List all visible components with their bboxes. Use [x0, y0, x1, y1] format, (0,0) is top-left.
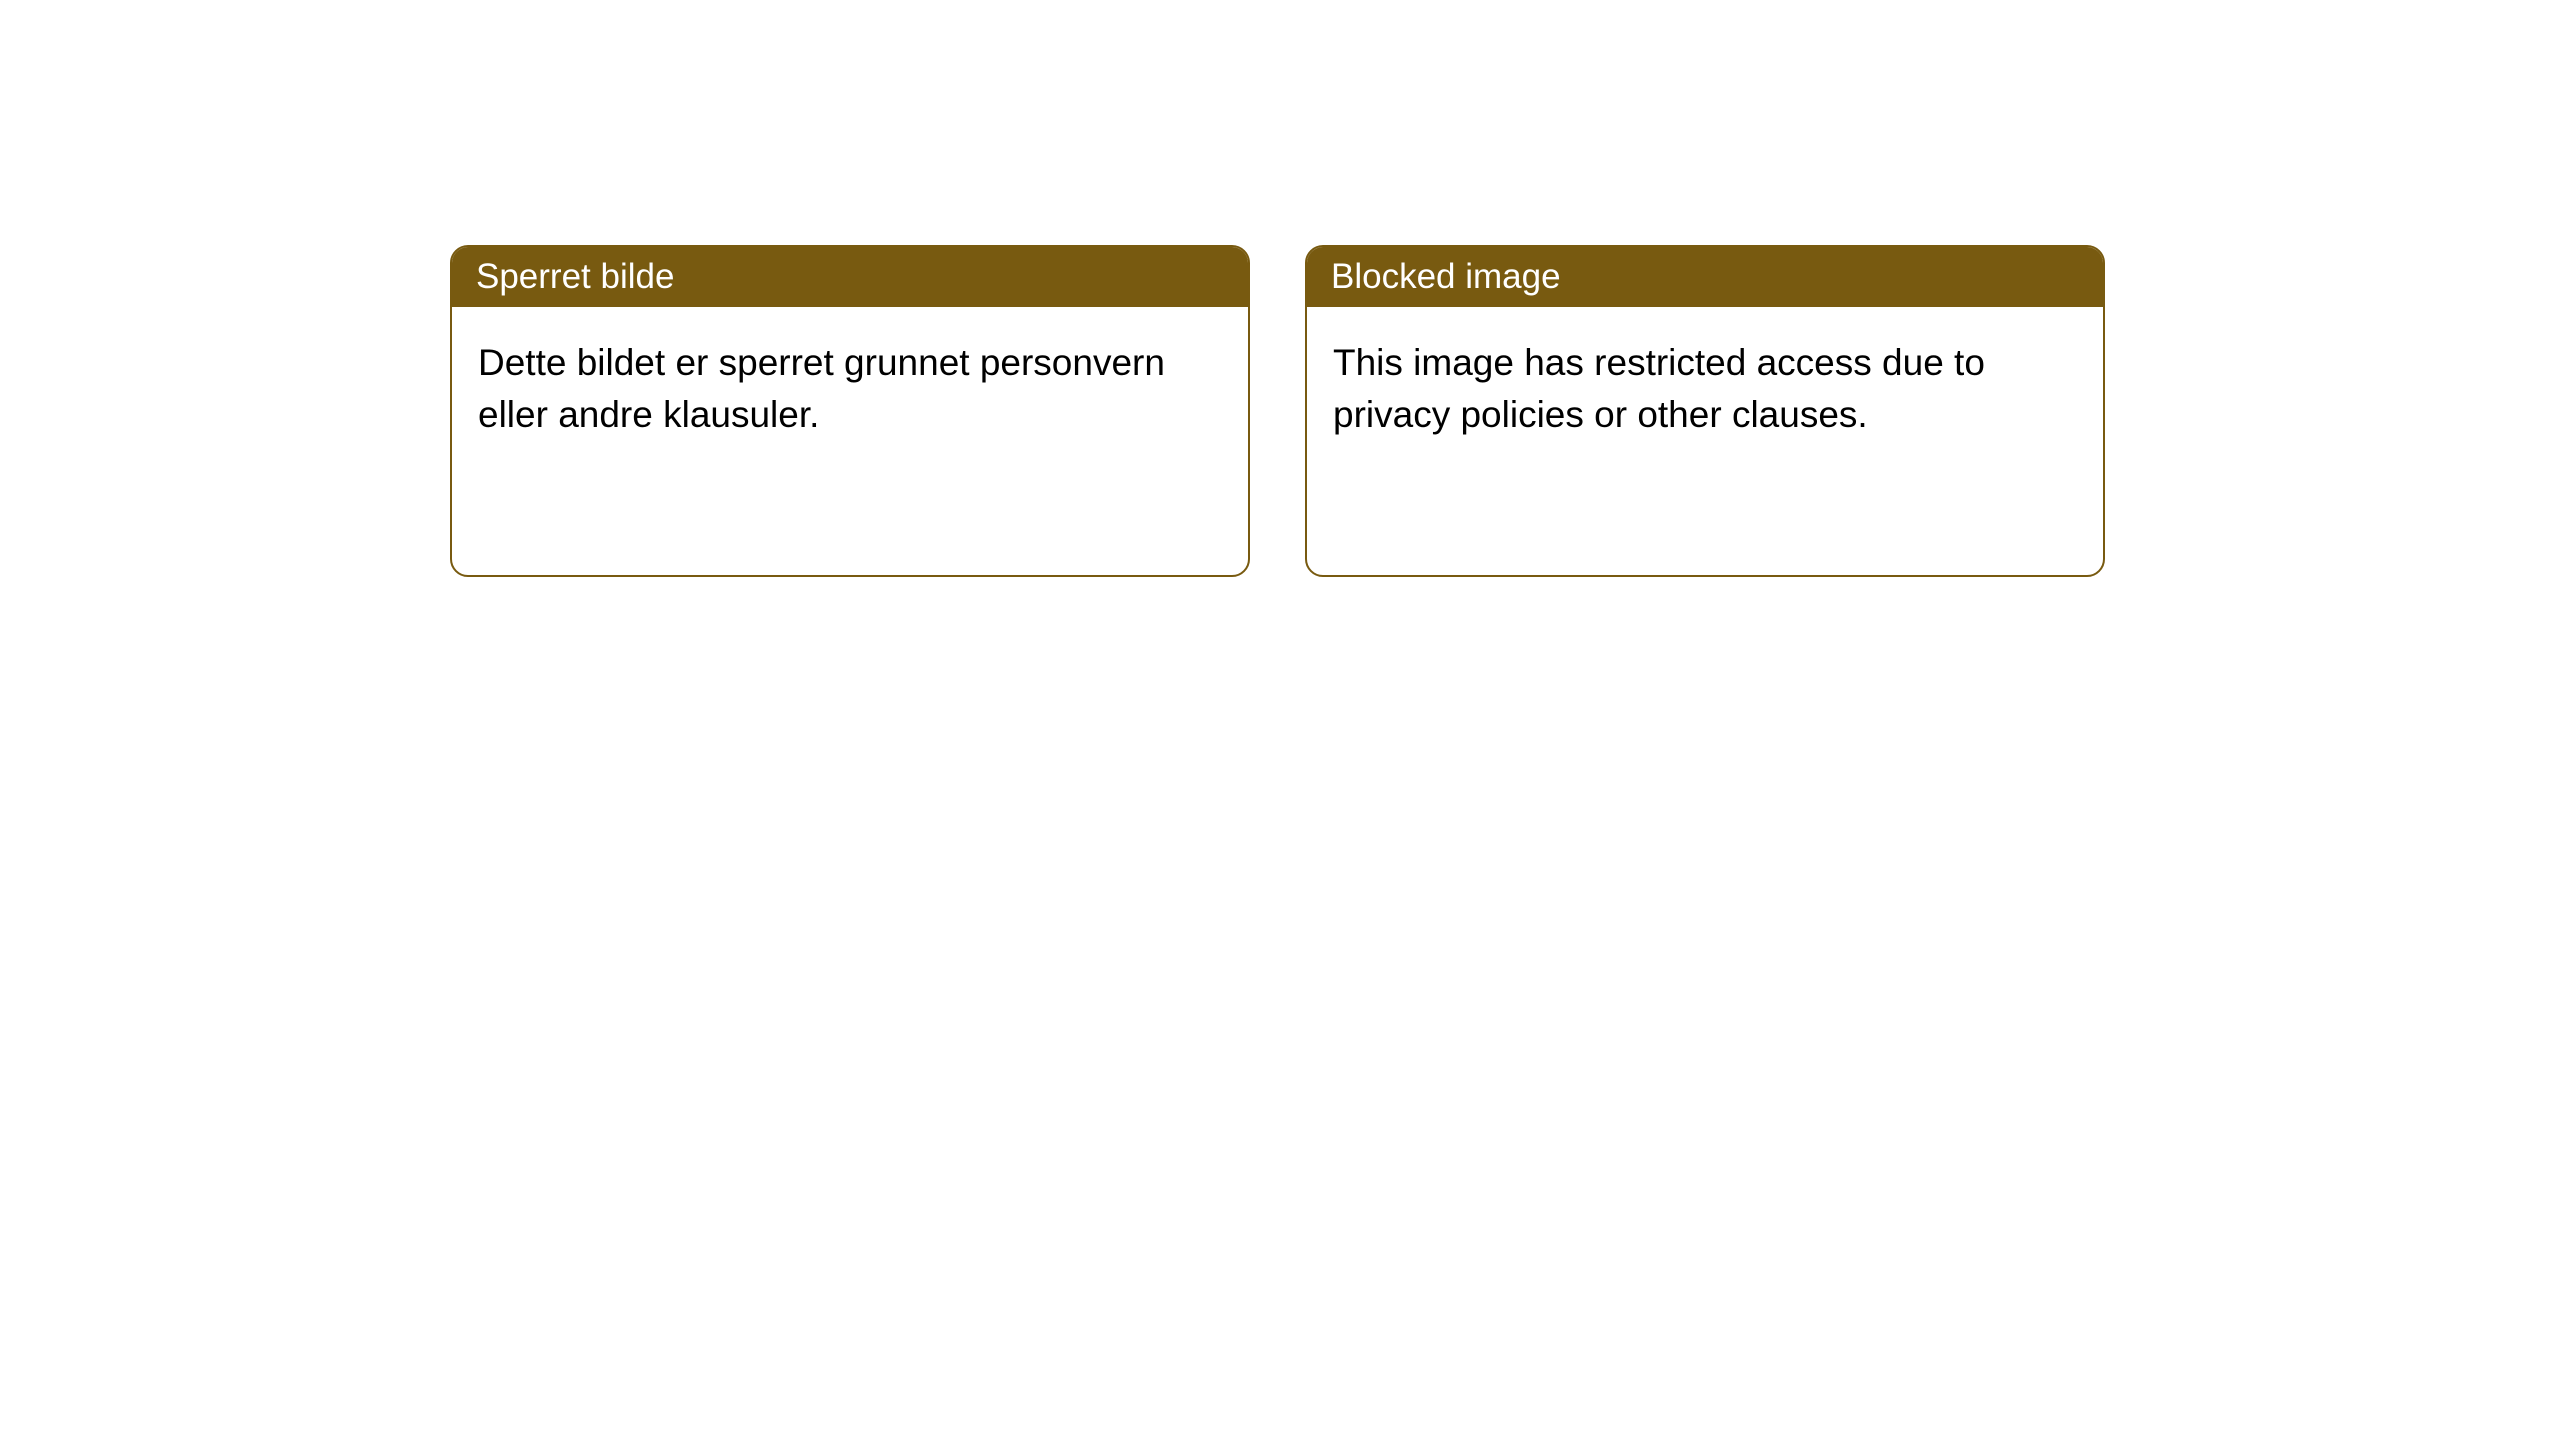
notice-card-norwegian: Sperret bilde Dette bildet er sperret gr… [450, 245, 1250, 577]
card-header: Blocked image [1307, 247, 2103, 307]
card-body: This image has restricted access due to … [1307, 307, 2103, 471]
card-body-text: This image has restricted access due to … [1333, 342, 1985, 435]
card-body: Dette bildet er sperret grunnet personve… [452, 307, 1248, 471]
card-header: Sperret bilde [452, 247, 1248, 307]
notice-card-english: Blocked image This image has restricted … [1305, 245, 2105, 577]
card-title: Sperret bilde [476, 257, 674, 296]
card-body-text: Dette bildet er sperret grunnet personve… [478, 342, 1165, 435]
card-title: Blocked image [1331, 257, 1561, 296]
notice-container: Sperret bilde Dette bildet er sperret gr… [450, 245, 2105, 577]
